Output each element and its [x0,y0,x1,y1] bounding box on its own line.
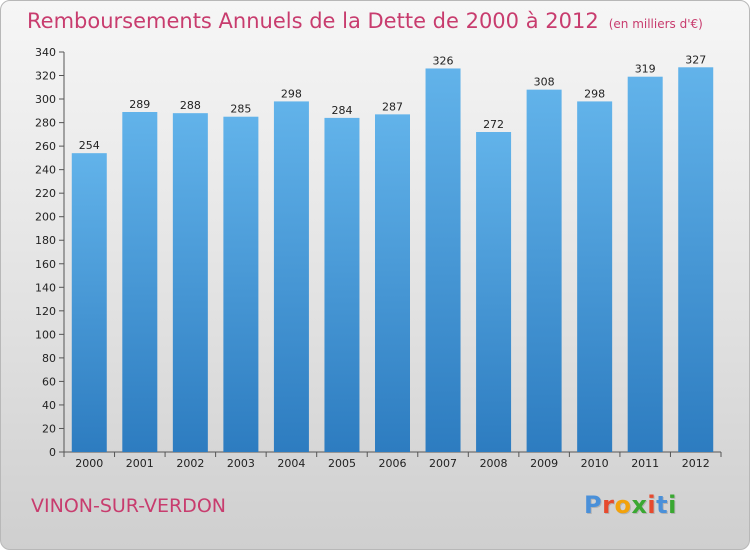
bar-value-label: 327 [685,53,706,66]
bar-value-label: 308 [534,76,555,89]
y-tick-label: 60 [42,375,56,388]
y-tick-label: 220 [35,187,56,200]
x-tick-label: 2011 [631,457,659,470]
x-tick-label: 2009 [530,457,558,470]
y-tick-label: 320 [35,70,56,83]
bar-value-label: 289 [129,98,150,111]
bar-value-label: 285 [230,103,251,116]
y-tick-label: 20 [42,422,56,435]
y-tick-label: 140 [35,281,56,294]
bar [678,67,714,452]
bar-value-label: 272 [483,118,504,131]
logo-letter: o [614,491,632,519]
logo-letter: t [656,491,669,519]
bar [425,68,461,453]
proxiti-logo: Proxiti [584,491,677,519]
logo-letter: r [602,491,615,519]
logo-letter: i [647,491,657,519]
bar-value-label: 298 [281,87,302,100]
x-tick-label: 2012 [682,457,710,470]
chart-title: Remboursements Annuels de la Dette de 20… [27,9,703,33]
bar-value-label: 284 [331,104,352,117]
y-tick-label: 340 [35,46,56,59]
y-tick-label: 300 [35,93,56,106]
logo-letter: P [584,491,603,519]
bar-value-label: 254 [79,139,100,152]
bar [627,76,663,453]
bar-value-label: 319 [635,63,656,76]
chart-subtitle: (en milliers d'€) [608,17,703,31]
logo-letter: i [668,491,677,519]
y-tick-label: 160 [35,258,56,271]
x-tick-label: 2007 [429,457,457,470]
town-name: VINON-SUR-VERDON [31,495,226,517]
bar [375,114,410,453]
y-tick-label: 280 [35,117,56,130]
x-tick-label: 2005 [328,457,356,470]
bar [273,101,309,452]
x-tick-label: 2000 [75,457,103,470]
y-tick-label: 260 [35,140,56,153]
bar [324,117,360,452]
y-tick-label: 0 [49,446,56,459]
bar-value-label: 287 [382,100,403,113]
y-tick-label: 240 [35,164,56,177]
bar [526,89,562,452]
bar [476,132,512,452]
x-tick-label: 2004 [277,457,305,470]
chart-title-text: Remboursements Annuels de la Dette de 20… [27,9,599,33]
bar [172,113,208,453]
x-tick-label: 2010 [581,457,609,470]
bar-value-label: 326 [433,54,454,67]
y-tick-label: 180 [35,234,56,247]
y-tick-label: 200 [35,211,56,224]
y-tick-label: 100 [35,328,56,341]
y-tick-label: 120 [35,305,56,318]
x-tick-label: 2002 [176,457,204,470]
bar [71,153,107,453]
bar-value-label: 298 [584,87,605,100]
bar [122,112,158,452]
x-tick-label: 2006 [379,457,407,470]
logo-letter: x [631,491,648,519]
x-tick-label: 2001 [126,457,154,470]
bar-value-label: 288 [180,99,201,112]
y-tick-label: 40 [42,399,56,412]
bar [577,101,613,452]
y-tick-label: 80 [42,352,56,365]
x-tick-label: 2008 [480,457,508,470]
x-tick-label: 2003 [227,457,255,470]
bar [223,116,259,453]
